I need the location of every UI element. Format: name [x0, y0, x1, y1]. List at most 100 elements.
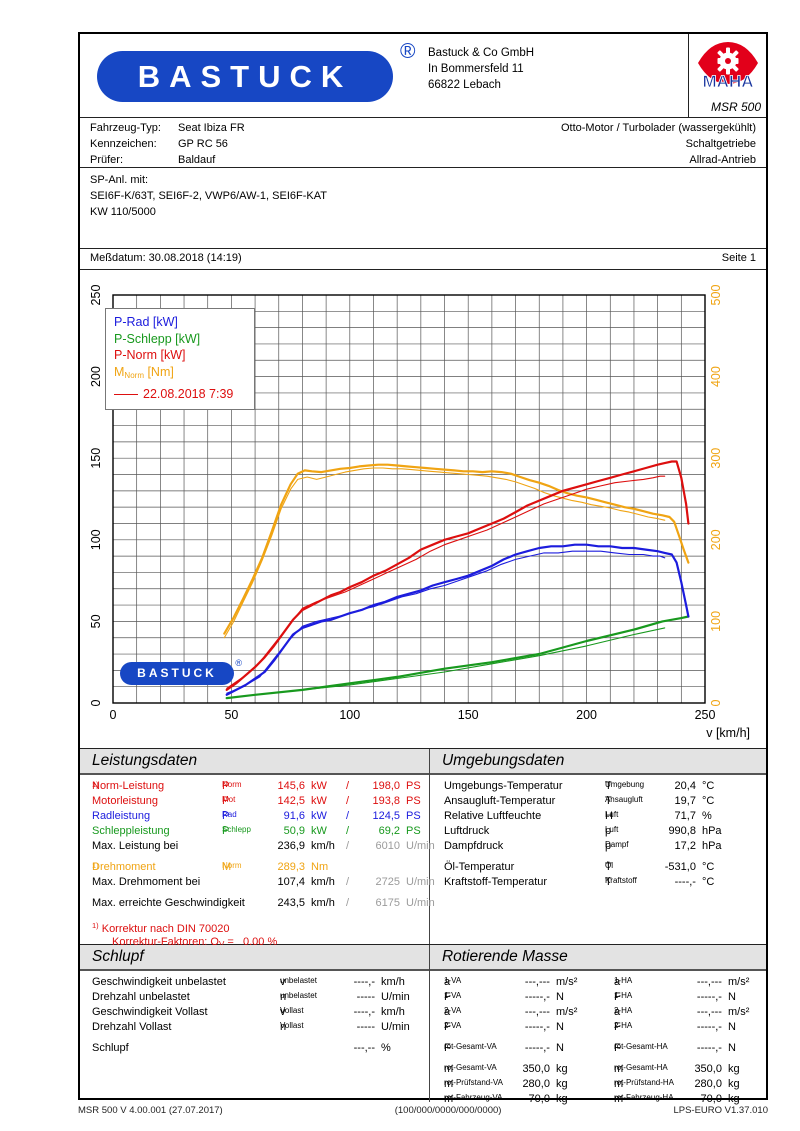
unit: U/min [406, 897, 435, 909]
value: 71,7 [674, 810, 696, 822]
value: 350,0 [694, 1063, 722, 1075]
table-row: Max. Leistung bei 236,9 km/h/6010 U/min [92, 840, 435, 852]
value: ----,- [353, 976, 375, 988]
section-title: Leistungsdaten [80, 749, 429, 775]
y-left-tick-label: 50 [89, 614, 103, 628]
unit: kg [555, 1063, 568, 1075]
drive-type: Allrad-Antrieb [689, 154, 756, 166]
row-label: Öl-Temperatur [443, 861, 515, 873]
table-row: Schlupf ---,--% [80, 1042, 429, 1057]
unit: N [727, 1042, 736, 1054]
unit: kg [555, 1078, 568, 1090]
unit: U/min [381, 991, 410, 1003]
value: -----,- [696, 1042, 722, 1054]
unit: PS [406, 825, 421, 837]
row-label: Drehzahl Vollast [92, 1021, 172, 1033]
table-row: Dampfdruck p Dampf 17,2 hPa [443, 840, 722, 852]
value: ----- [356, 991, 375, 1003]
table-row: Geschwindigkeit Vollast v Vollast ----,- km/… [92, 1006, 405, 1018]
value: ---,--- [524, 1006, 550, 1018]
report-page: BASTUCK ® Bastuck & Co GmbH In Bommersfe… [78, 32, 768, 1105]
leistungsdaten-rows: Norm-Leistung 1) P Norm 145,6 kW/198,0 PS Moto… [80, 775, 435, 912]
y-right-tick-label: 500 [709, 285, 723, 306]
value: 350,0 [522, 1063, 550, 1075]
value: 280,0 [694, 1078, 722, 1090]
table-row: m rot-Gesamt-VA 350,0 kg m rot-Gesamt-HA 350,0… [443, 1063, 740, 1075]
registered-trademark-icon: ® [235, 658, 242, 668]
dyno-chart: 0 50 100 150 200 250 0 50 100 150 200 250 0 100 200 300… [80, 270, 766, 748]
row-label: Umgebungs-Temperatur [443, 780, 563, 792]
maha-logo-icon: MAHA [697, 42, 758, 91]
vehicle-label: Prüfer: [90, 154, 124, 166]
company-address: Bastuck & Co GmbH In Bommersfeld 11 6682… [428, 45, 534, 93]
table-row: Öl-Temperatur T Öl -531,0 °C [443, 861, 715, 873]
umgebungsdaten-rows: Umgebungs-Temperatur T Umgebung 20,4 °C Ansau… [430, 775, 766, 891]
bastuck-header: BASTUCK ® Bastuck & Co GmbH In Bommersfe… [80, 34, 688, 117]
unit: N [555, 991, 564, 1003]
table-row: Umgebungs-Temperatur T Umgebung 20,4 °C [443, 780, 715, 792]
unit: m/s² [555, 1006, 578, 1018]
unit: Nm [311, 861, 329, 873]
slash: / [346, 780, 350, 792]
row-label: Luftdruck [443, 825, 490, 837]
unit: U/min [406, 876, 435, 888]
schlupf-rows: Geschwindigkeit unbelastet v unbelastet ---… [80, 971, 429, 1057]
legend-item: 22.08.2018 7:39 [114, 386, 246, 403]
y-right-tick-label: 300 [709, 448, 723, 469]
x-tick-label: 100 [339, 708, 360, 722]
row-label: Ansaugluft-Temperatur [443, 795, 556, 807]
y-left-tick-label: 0 [89, 699, 103, 706]
config-code: (100/000/0000/000/0000) [394, 1105, 502, 1116]
unit: PS [406, 810, 421, 822]
vehicle-label: Kennzeichen: [90, 138, 157, 150]
lps-version: LPS-EURO V1.37.010 [673, 1105, 768, 1116]
unit: kW [311, 810, 327, 822]
table-row: F 1-VA -----,- N F 1-HA -----,- N [443, 991, 736, 1003]
registered-trademark-icon: ® [400, 40, 416, 63]
unit: °C [701, 795, 715, 807]
value: 19,7 [674, 795, 696, 807]
rotierende-masse-rows: a 1-VA ---,--- m/s² a 1-HA ---,--- m/s² F 1-VA ---… [430, 971, 766, 1108]
table-row: Max. Drehmoment bei 107,4 km/h/2725 U/min [92, 876, 435, 888]
report-header: BASTUCK ® Bastuck & Co GmbH In Bommersfe… [80, 34, 766, 118]
unit: N [555, 1021, 564, 1033]
table-row: m rot-Prüfstand-VA 280,0 kg m rot-Prüfstand-H… [443, 1078, 740, 1090]
slash: / [346, 825, 350, 837]
value: 990,8 [668, 825, 696, 837]
value: -----,- [696, 1021, 722, 1033]
value: ----,- [674, 876, 696, 888]
table-row: Motorleistung P Mot 142,5 kW/193,8 PS [92, 795, 421, 807]
y-right-tick-label: 0 [709, 699, 723, 706]
gearbox-type: Schaltgetriebe [685, 138, 756, 150]
table-row: Kraftstoff-Temperatur T Kraftstoff ----,- °C [443, 876, 715, 888]
x-tick-label: 50 [224, 708, 238, 722]
y-left-tick-label: 200 [89, 366, 103, 387]
unit: % [701, 810, 712, 822]
unit: hPa [701, 840, 722, 852]
series-P-Norm 22.08.2018 7:39 [226, 475, 666, 689]
vehicle-label: Fahrzeug-Typ: [90, 122, 161, 134]
table-row: Max. erreichte Geschwindigkeit 243,5 km/h /… [92, 897, 435, 909]
table-row: Schleppleistung P Schlepp 50,9 kW/69,2 PS [92, 825, 421, 837]
slash: / [346, 795, 350, 807]
table-row: Relative Luftfeuchte H Luft 71,7% [443, 810, 712, 822]
chart-legend: P-Rad [kW] P-Schlepp [kW] P-Norm [kW] MNorm… [105, 308, 255, 410]
measurement-date-row: Meßdatum: 30.08.2018 (14:19) Seite 1 [80, 249, 766, 270]
legend-item: P-Schlepp [kW] [114, 331, 201, 346]
table-row: Ansaugluft-Temperatur T Ansaugluft 19,7 °C [443, 795, 715, 807]
row-label: Geschwindigkeit Vollast [92, 1006, 208, 1018]
leistungsdaten-section: Leistungsdaten Norm-Leistung 1) P Norm 145,… [80, 749, 435, 949]
vehicle-value: GP RC 56 [178, 138, 228, 150]
unit: m/s² [727, 976, 750, 988]
exhaust-config-box: SP-Anl. mit: SEI6F-K/63T, SEI6F-2, VWP6/… [80, 168, 766, 249]
unit: PS [406, 780, 421, 792]
series-P-Schlepp 30.08.2018 [225, 615, 690, 700]
value: 69,2 [378, 825, 400, 837]
series-P-Norm 30.08.2018 [225, 460, 690, 691]
x-tick-label: 0 [110, 708, 117, 722]
row-label: Dampfdruck [443, 840, 504, 852]
unit: m/s² [555, 976, 578, 988]
device-model-label: MSR 500 [710, 100, 761, 114]
address-line: Bastuck & Co GmbH [428, 47, 535, 59]
bastuck-watermark-logo: BASTUCK [120, 662, 234, 685]
